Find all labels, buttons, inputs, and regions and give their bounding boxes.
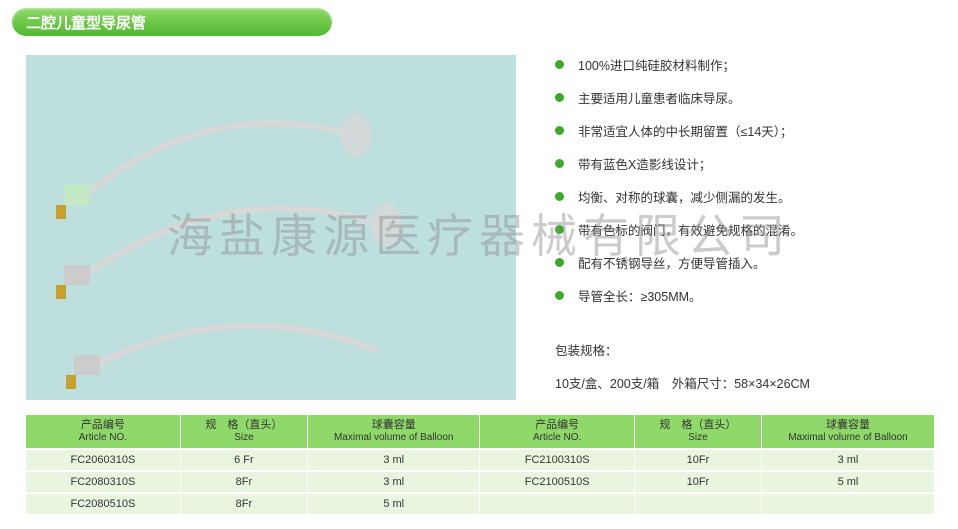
- feature-item: 带有蓝色X造影线设计；: [555, 154, 935, 173]
- feature-text: 100%进口纯硅胶材料制作；: [578, 55, 735, 74]
- th-article-2: 产品编号Article NO.: [480, 415, 634, 449]
- th-balloon-2: 球囊容量Maximal volume of Balloon: [761, 415, 934, 449]
- th-balloon-1: 球囊容量Maximal volume of Balloon: [307, 415, 480, 449]
- feature-text: 均衡、对称的球囊，减少侧漏的发生。: [578, 187, 791, 206]
- cell: 8Fr: [180, 471, 307, 493]
- cell: 10Fr: [634, 449, 761, 471]
- feature-item: 均衡、对称的球囊，减少侧漏的发生。: [555, 187, 935, 206]
- bullet-icon: [555, 291, 564, 300]
- bullet-icon: [555, 258, 564, 267]
- feature-item: 非常适宜人体的中长期留置（≤14天）；: [555, 121, 935, 140]
- bullet-icon: [555, 159, 564, 168]
- feature-item: 配有不锈钢导丝，方便导管插入。: [555, 253, 935, 272]
- packaging-label: 包装规格：: [555, 340, 810, 359]
- table-row: FC2080510S 8Fr 5 ml: [26, 493, 934, 514]
- feature-text: 主要适用儿童患者临床导尿。: [578, 88, 741, 107]
- table-row: FC2080310S 8Fr 3 ml FC2100510S 10Fr 5 ml: [26, 471, 934, 493]
- feature-text: 带有蓝色X造影线设计；: [578, 154, 711, 173]
- bullet-icon: [555, 93, 564, 102]
- bullet-icon: [555, 126, 564, 135]
- cell: 6 Fr: [180, 449, 307, 471]
- feature-list: 100%进口纯硅胶材料制作； 主要适用儿童患者临床导尿。 非常适宜人体的中长期留…: [555, 55, 935, 319]
- packaging-info: 包装规格： 10支/盒、200支/箱 外箱尺寸：58×34×26CM: [555, 340, 810, 406]
- page-title-pill: 二腔儿童型导尿管: [12, 8, 332, 36]
- bullet-icon: [555, 60, 564, 69]
- feature-text: 非常适宜人体的中长期留置（≤14天）；: [578, 121, 793, 140]
- cell: 3 ml: [761, 449, 934, 471]
- bullet-icon: [555, 192, 564, 201]
- cell: 5 ml: [761, 471, 934, 493]
- cell: 8Fr: [180, 493, 307, 514]
- feature-text: 配有不锈钢导丝，方便导管插入。: [578, 253, 766, 272]
- th-size-2: 规 格（直头）Size: [634, 415, 761, 449]
- page-title: 二腔儿童型导尿管: [26, 12, 146, 33]
- cell: 10Fr: [634, 471, 761, 493]
- cell: 3 ml: [307, 449, 480, 471]
- feature-item: 主要适用儿童患者临床导尿。: [555, 88, 935, 107]
- cell: FC2060310S: [26, 449, 180, 471]
- product-image: [26, 55, 516, 400]
- table-row: FC2060310S 6 Fr 3 ml FC2100310S 10Fr 3 m…: [26, 449, 934, 471]
- cell: 5 ml: [307, 493, 480, 514]
- feature-item: 带有色标的阀门，有效避免规格的混淆。: [555, 220, 935, 239]
- cell: FC2080310S: [26, 471, 180, 493]
- feature-text: 带有色标的阀门，有效避免规格的混淆。: [578, 220, 803, 239]
- spec-table: 产品编号Article NO. 规 格（直头）Size 球囊容量Maximal …: [26, 415, 934, 514]
- packaging-detail: 10支/盒、200支/箱 外箱尺寸：58×34×26CM: [555, 373, 810, 392]
- bullet-icon: [555, 225, 564, 234]
- feature-item: 导管全长：≥305MM。: [555, 286, 935, 305]
- cell: [761, 493, 934, 514]
- cell: [634, 493, 761, 514]
- table-header-row: 产品编号Article NO. 规 格（直头）Size 球囊容量Maximal …: [26, 415, 934, 449]
- th-size-1: 规 格（直头）Size: [180, 415, 307, 449]
- cell: [480, 493, 634, 514]
- feature-item: 100%进口纯硅胶材料制作；: [555, 55, 935, 74]
- th-article-1: 产品编号Article NO.: [26, 415, 180, 449]
- cell: FC2100310S: [480, 449, 634, 471]
- cell: FC2100510S: [480, 471, 634, 493]
- cell: 3 ml: [307, 471, 480, 493]
- cell: FC2080510S: [26, 493, 180, 514]
- feature-text: 导管全长：≥305MM。: [578, 286, 702, 305]
